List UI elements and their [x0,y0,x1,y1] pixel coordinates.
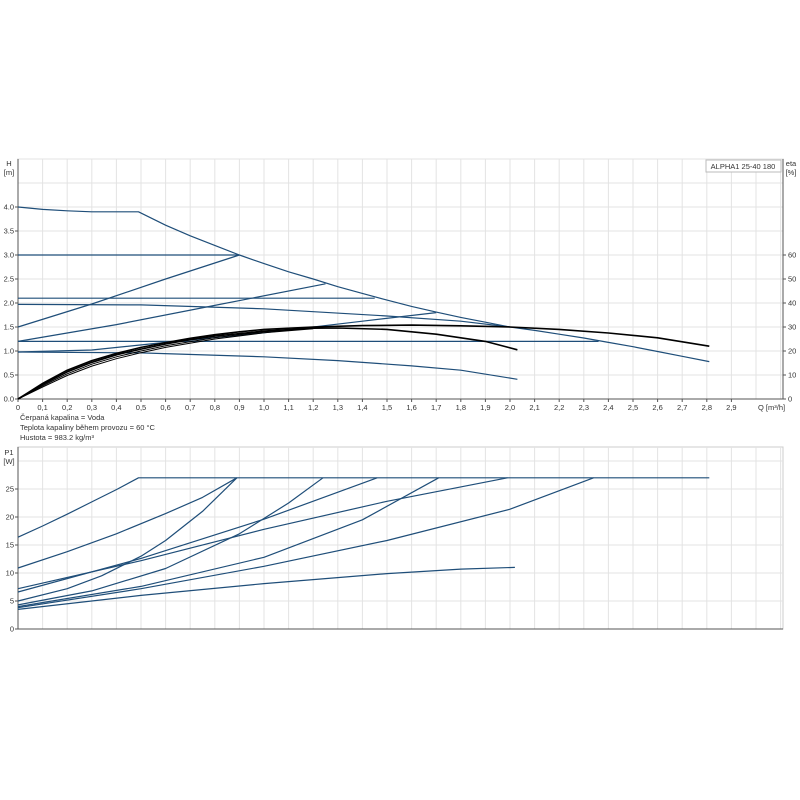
x-tick-label: 0,8 [210,403,220,412]
power-y-tick-label: 20 [6,513,14,522]
efficiency-curve-2 [17,327,314,400]
y2-tick-label: 50 [788,275,796,284]
y-tick-label: 4.0 [4,203,14,212]
power-y-tick-label: 10 [6,569,14,578]
x-tick-label: 1,0 [259,403,269,412]
y2-tick-label: 60 [788,251,796,260]
power-curve-5 [17,477,324,606]
x-tick-label: 1,9 [480,403,490,412]
y2-tick-label: 0 [788,395,792,404]
y2-tick-label: 40 [788,299,796,308]
x-tick-label: 1,7 [431,403,441,412]
x-tick-label: 2,4 [603,403,613,412]
power-y-axis-label: P1 [4,448,13,457]
y2-tick-label: 10 [788,371,796,380]
power-y-tick-label: 25 [6,485,14,494]
x-tick-label: 0,2 [62,403,72,412]
x-tick-label: 0,3 [87,403,97,412]
x-tick-label: 1,3 [333,403,343,412]
y-tick-label: 0.0 [4,395,14,404]
y-axis-unit: [m] [4,168,14,177]
power-y-tick-label: 5 [10,597,14,606]
legend-label: ALPHA1 25-40 180 [711,162,776,171]
x-tick-label: 1,6 [406,403,416,412]
head-curve-0 [17,206,710,363]
y-tick-label: 0.5 [4,371,14,380]
y2-axis-label: eta [786,159,797,168]
efficiency-curve-3 [17,328,314,400]
head-curve-2 [17,254,240,328]
power-curve-2 [17,477,238,602]
x-tick-label: 0,4 [111,403,121,412]
efficiency-curve-1 [17,327,518,400]
x-tick-label: 1,5 [382,403,392,412]
x-axis-label: Q [m³/h] [758,403,785,412]
y-axis-label: H [6,159,11,168]
power-y-tick-label: 0 [10,625,14,634]
power-curve-1 [17,477,238,569]
y2-axis-unit: [%] [786,168,797,177]
x-tick-label: 0,9 [234,403,244,412]
power-curve-6 [17,477,439,608]
y-tick-label: 3.5 [4,227,14,236]
power-curve-4 [17,477,378,593]
x-tick-label: 0,7 [185,403,195,412]
x-tick-label: 1,4 [357,403,367,412]
efficiency-curve-0 [17,324,710,400]
x-tick-label: 1,1 [283,403,293,412]
y2-tick-label: 20 [788,347,796,356]
x-tick-label: 1,8 [456,403,466,412]
x-tick-label: 2,5 [628,403,638,412]
power-plot-area [17,446,784,630]
x-tick-label: 2,1 [529,403,539,412]
y-tick-label: 1.5 [4,323,14,332]
y-tick-label: 1.0 [4,347,14,356]
y2-tick-label: 30 [788,323,796,332]
fluid-liquid-label: Čerpaná kapalina = Voda [20,413,105,422]
x-tick-label: 2,0 [505,403,515,412]
y-tick-label: 2.0 [4,299,14,308]
head-curve-5 [17,303,511,328]
x-tick-label: 2,6 [652,403,662,412]
x-tick-label: 2,9 [726,403,736,412]
x-tick-label: 0 [16,403,20,412]
x-tick-label: 0,5 [136,403,146,412]
x-tick-label: 2,3 [579,403,589,412]
x-tick-label: 0,6 [160,403,170,412]
power-curve-0 [17,477,710,538]
y-tick-label: 2.5 [4,275,14,284]
power-y-tick-label: 15 [6,541,14,550]
x-tick-label: 2,7 [677,403,687,412]
power-y-axis-unit: [W] [3,457,14,466]
x-tick-label: 2,2 [554,403,564,412]
x-tick-label: 0,1 [37,403,47,412]
legend-box [705,159,782,173]
x-tick-label: 1,2 [308,403,318,412]
fluid-temperature-label: Teplota kapaliny během provozu = 60 °C [20,423,155,432]
fluid-density-label: Hustota = 983.2 kg/m³ [20,433,94,442]
power-curve-7 [17,477,594,609]
head-curve-4 [17,283,326,342]
x-tick-label: 2,8 [702,403,712,412]
y-tick-label: 3.0 [4,251,14,260]
power-curve-8 [17,566,515,610]
